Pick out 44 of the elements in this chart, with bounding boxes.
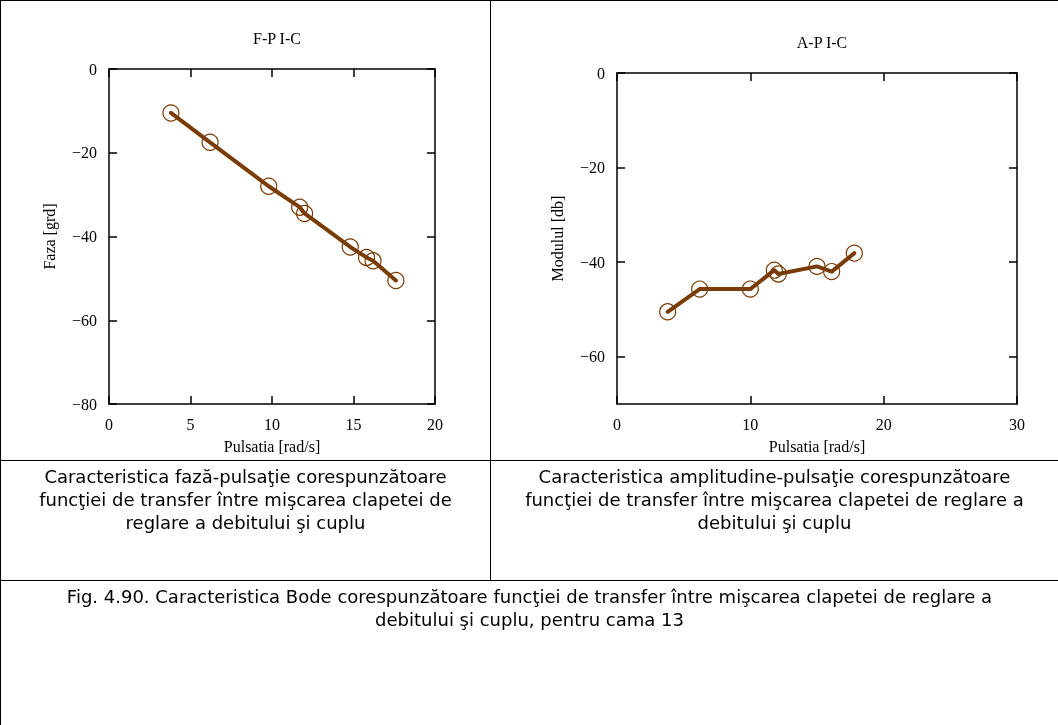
- point: [260, 177, 278, 195]
- point: [291, 198, 309, 216]
- chart-title: F-P I-C: [253, 29, 301, 47]
- x-tick-label: 10: [742, 415, 759, 433]
- y-tick-label: −20: [579, 159, 605, 177]
- y-axis-title: Faza [grd]: [40, 203, 59, 270]
- y-tick-label: −40: [579, 253, 605, 271]
- x-tick-label: 30: [1009, 415, 1025, 433]
- point: [659, 303, 677, 321]
- y-tick-label: −20: [71, 144, 97, 162]
- text: Caracteristica amplitudine-pulsaţie corespunzătoare funcţiei de transfer între mişcarea clapetei de reglare a debitului şi cuplu: [490, 460, 1058, 581]
- x-tick-label: 15: [345, 415, 362, 433]
- y-tick-label: 0: [597, 64, 605, 82]
- y-tick-label: −40: [71, 228, 97, 245]
- x-tick-label: 5: [186, 415, 195, 433]
- caption: Fig. 4.90. Caracteristica Bode corespunzătoare funcţiei de transfer între mişcarea clapetei de reglare a debitului şi cuplu, pentru cama 13: [65, 585, 994, 631]
- point: [769, 265, 787, 283]
- point: [845, 244, 863, 262]
- text: Caracteristica fază-pulsaţie corespunzătoare funcţiei de transfer între mişcarea clapetei de reglare a debitului şi cuplu: [0, 460, 491, 581]
- x-tick-label: 20: [875, 415, 892, 433]
- point: [162, 104, 180, 122]
- point: [691, 280, 709, 298]
- x-tick-label: 20: [427, 415, 443, 433]
- x-tick-label: 0: [613, 415, 621, 433]
- point: [296, 204, 314, 223]
- chart-title: A-P I-C: [796, 33, 848, 51]
- x-axis-title: Pulsatia [rad/s]: [223, 437, 321, 455]
- point: [823, 263, 841, 281]
- y-tick-label: −80: [71, 395, 97, 413]
- x-axis-title: Pulsatia [rad/s]: [768, 437, 866, 455]
- x-tick-label: 10: [264, 415, 280, 433]
- point: [387, 271, 405, 290]
- point: [741, 280, 759, 298]
- y-tick-label: −60: [579, 348, 605, 366]
- y-tick-label: −60: [71, 311, 97, 329]
- y-axis-title: Modulul [db]: [548, 195, 566, 282]
- point: [808, 257, 826, 275]
- point: [201, 133, 219, 151]
- point: [341, 238, 359, 256]
- point: [765, 261, 783, 279]
- x-tick-label: 0: [105, 415, 113, 433]
- point: [364, 252, 382, 270]
- point: [357, 248, 376, 267]
- y-tick-label: 0: [89, 60, 97, 78]
